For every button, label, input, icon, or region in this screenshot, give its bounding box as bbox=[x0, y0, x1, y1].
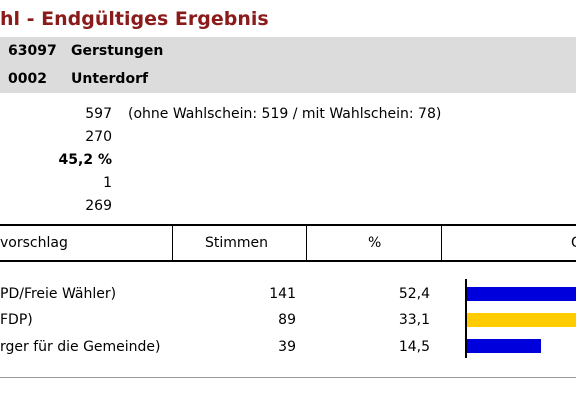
party-share-bar bbox=[467, 339, 541, 353]
table-top-border bbox=[0, 224, 576, 226]
page-title: hl - Endgültiges Ergebnis bbox=[0, 8, 269, 30]
valid-votes-value: 269 bbox=[85, 198, 112, 214]
party-name: rger für die Gemeinde) bbox=[0, 339, 161, 355]
party-name: PD/Freie Wähler) bbox=[0, 286, 117, 302]
column-header-chart: G bbox=[571, 225, 576, 261]
turnout-value: 45,2 % bbox=[58, 152, 112, 168]
party-votes: 141 bbox=[269, 286, 296, 302]
column-header-proposal: vorschlag bbox=[0, 235, 68, 251]
table-bottom-border bbox=[0, 377, 576, 378]
party-votes: 89 bbox=[278, 312, 296, 328]
party-percent: 14,5 bbox=[398, 339, 430, 355]
municipality-row: 63097 Gerstungen bbox=[0, 37, 576, 65]
invalid-votes-value: 1 bbox=[103, 175, 112, 191]
district-name: Unterdorf bbox=[71, 71, 149, 87]
eligible-voters-value: 597 bbox=[85, 106, 112, 122]
column-divider bbox=[441, 225, 442, 261]
eligible-voters-note: (ohne Wahlschein: 519 / mit Wahlschein: … bbox=[128, 106, 442, 122]
column-divider bbox=[172, 225, 173, 261]
column-divider bbox=[306, 225, 307, 261]
municipality-name: Gerstungen bbox=[71, 43, 164, 59]
party-percent: 52,4 bbox=[398, 286, 430, 302]
party-share-bar bbox=[467, 287, 576, 301]
party-name: FDP) bbox=[0, 312, 33, 328]
party-percent: 33,1 bbox=[398, 312, 430, 328]
party-votes: 39 bbox=[278, 339, 296, 355]
bar-chart-axis bbox=[465, 279, 467, 358]
table-header-border bbox=[0, 260, 576, 262]
district-row: 0002 Unterdorf bbox=[0, 65, 576, 93]
column-header-percent: % bbox=[368, 235, 382, 251]
municipality-code: 63097 bbox=[8, 43, 57, 59]
district-code: 0002 bbox=[8, 71, 47, 87]
party-share-bar bbox=[467, 313, 576, 327]
column-header-votes: Stimmen bbox=[205, 235, 269, 251]
voters-value: 270 bbox=[85, 129, 112, 145]
